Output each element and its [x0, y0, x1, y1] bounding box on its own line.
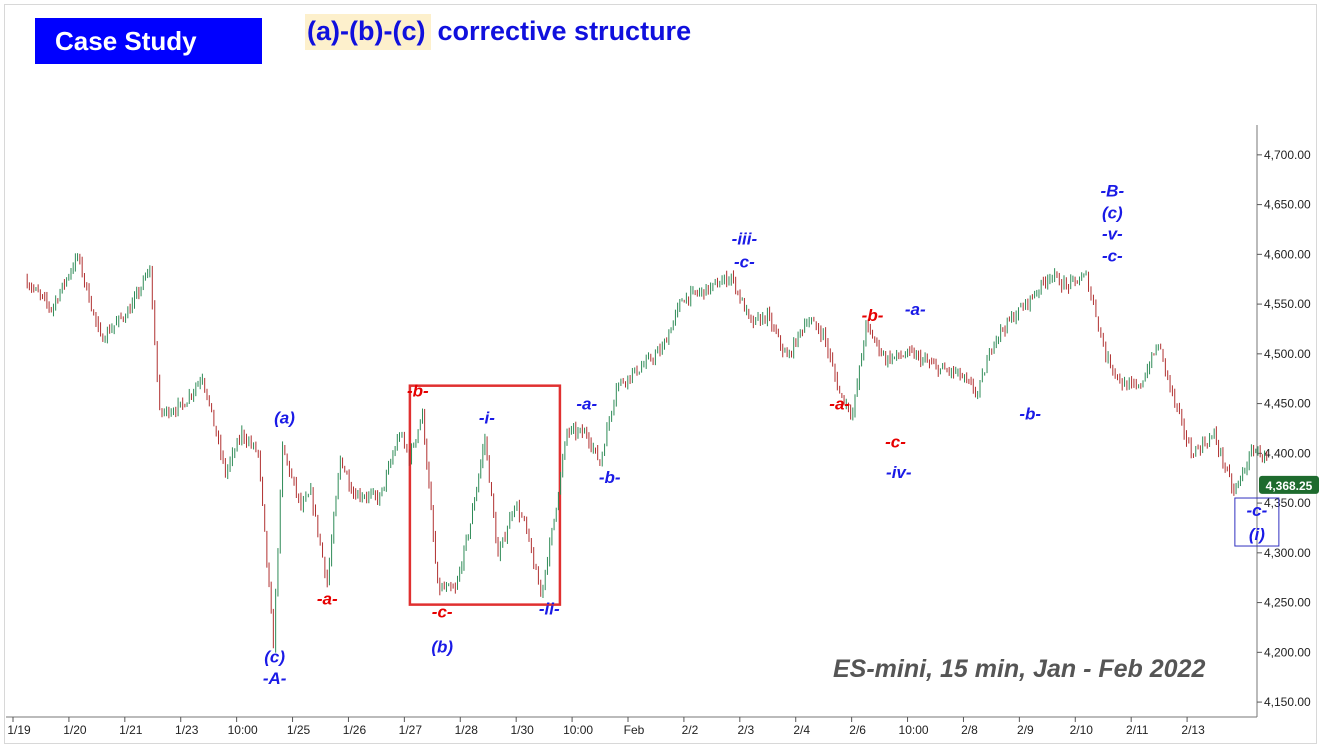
chart-frame	[4, 4, 1317, 744]
wave-label: -c-	[432, 603, 453, 622]
wave-label: -ii-	[539, 600, 560, 619]
y-tick-label: 4,400.00	[1264, 446, 1311, 460]
x-tick-label: 1/19	[7, 723, 31, 737]
wave-label: -A-	[263, 669, 287, 688]
wave-label: -c-	[885, 432, 906, 451]
y-tick-label: 4,350.00	[1264, 496, 1311, 510]
wave-label: (a)	[274, 408, 295, 427]
x-tick-label: 1/25	[287, 723, 311, 737]
x-tick-label: 2/3	[737, 723, 754, 737]
x-tick-label: 1/30	[511, 723, 535, 737]
x-tick-label: 1/21	[119, 723, 143, 737]
case-study-badge: Case Study	[35, 18, 262, 64]
x-tick-label: 10:00	[563, 723, 593, 737]
y-tick-label: 4,250.00	[1264, 596, 1311, 610]
y-tick-label: 4,150.00	[1264, 695, 1311, 709]
wave-label: -B-	[1101, 182, 1125, 201]
instrument-caption: ES-mini, 15 min, Jan - Feb 2022	[833, 655, 1206, 683]
wave-label: -a-	[317, 590, 338, 609]
x-tick-label: 1/20	[63, 723, 87, 737]
wave-label: -b-	[862, 306, 884, 325]
wave-label: (b)	[431, 637, 453, 656]
last-price-label: 4,368.25	[1266, 479, 1313, 493]
x-tick-label: 2/8	[961, 723, 978, 737]
x-tick-label: 2/4	[793, 723, 810, 737]
current-wave-box	[1234, 497, 1280, 547]
headline-subtitle: corrective structure	[437, 16, 692, 46]
x-tick-label: 2/10	[1070, 723, 1094, 737]
y-tick-label: 4,700.00	[1264, 148, 1311, 162]
candles	[26, 253, 1268, 653]
x-tick-label: 2/6	[849, 723, 866, 737]
y-tick-label: 4,550.00	[1264, 297, 1311, 311]
wave-label: -v-	[1102, 224, 1123, 243]
wave-label: -c-	[734, 252, 755, 271]
wave-label: -c-	[1102, 246, 1123, 265]
x-tick-label: 1/27	[399, 723, 423, 737]
y-tick-label: 4,650.00	[1264, 198, 1311, 212]
wave-b-highlight-box	[408, 384, 562, 606]
y-tick-label: 4,450.00	[1264, 397, 1311, 411]
wave-label: -b-	[599, 468, 621, 487]
wave-label: -a-	[905, 300, 926, 319]
x-tick-label: 10:00	[899, 723, 929, 737]
last-price-tag	[1259, 475, 1319, 494]
wave-label: -b-	[1019, 405, 1041, 424]
wave-label: -iv-	[886, 463, 912, 482]
x-tick-label: 1/26	[343, 723, 367, 737]
pattern-label: (a)-(b)-(c)	[305, 14, 432, 50]
wave-label: -c-	[1246, 501, 1267, 520]
wave-label: -i-	[479, 408, 495, 427]
wave-label: -a-	[576, 395, 597, 414]
wave-label: (i)	[1249, 525, 1265, 544]
y-tick-label: 4,500.00	[1264, 347, 1311, 361]
wave-label: -b-	[407, 382, 429, 401]
x-tick-label: 2/13	[1181, 723, 1205, 737]
wave-label: -iii-	[732, 229, 758, 248]
y-tick-label: 4,200.00	[1264, 645, 1311, 659]
y-tick-label: 4,300.00	[1264, 546, 1311, 560]
wave-label: (c)	[264, 647, 285, 666]
x-tick-label: 10:00	[228, 723, 258, 737]
y-tick-label: 4,600.00	[1264, 247, 1311, 261]
wave-label: -a-	[829, 395, 850, 414]
x-tick-label: 1/28	[455, 723, 479, 737]
chart-headline: (a)-(b)-(c) corrective structure	[305, 14, 692, 50]
x-tick-label: 2/2	[682, 723, 699, 737]
x-tick-label: 2/9	[1017, 723, 1034, 737]
wave-label: (c)	[1102, 204, 1123, 223]
x-tick-label: Feb	[624, 723, 645, 737]
x-tick-label: 1/23	[175, 723, 199, 737]
x-tick-label: 2/11	[1126, 723, 1149, 737]
